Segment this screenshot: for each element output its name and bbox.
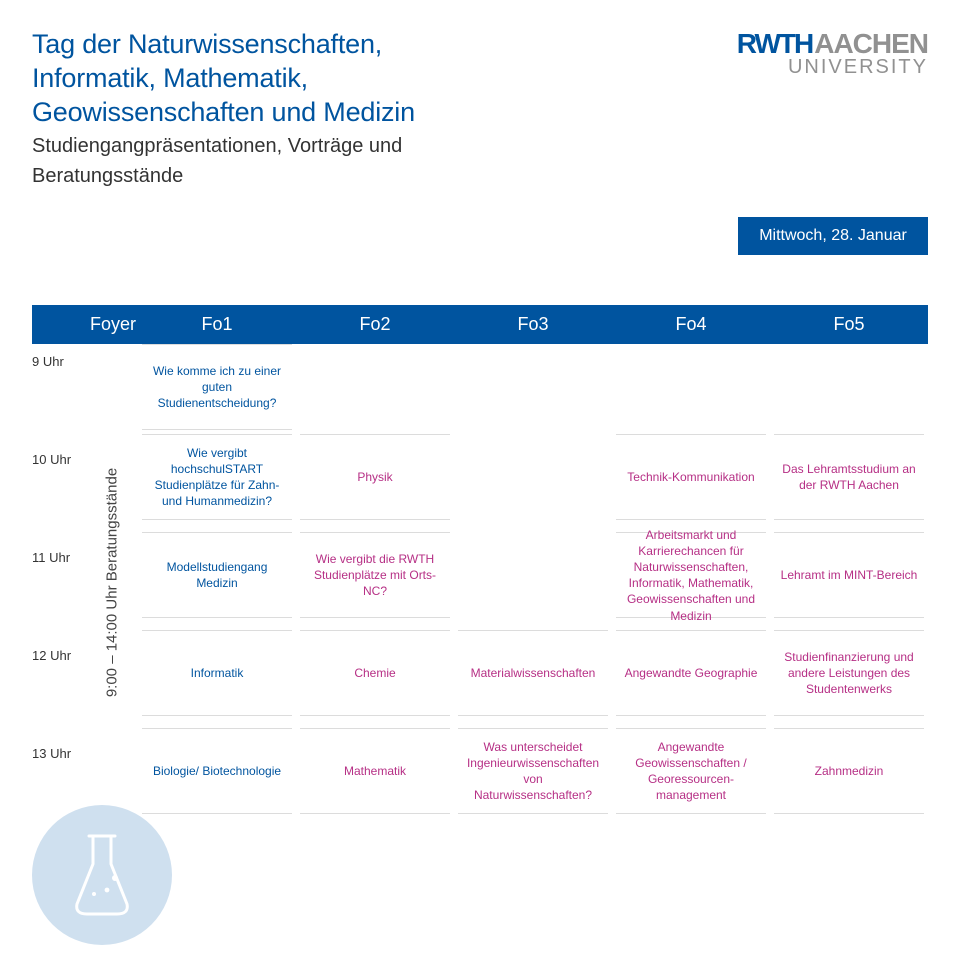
col-header-fo5: Fo5	[770, 305, 928, 344]
room-fo2: Physik Wie vergibt die RWTH Studienplätze…	[296, 344, 454, 824]
time-label: 11 Uhr	[32, 550, 70, 565]
room-fo5: Das Lehramtsstudium an der RWTH Aachen Le…	[770, 344, 928, 824]
col-header-spacer	[32, 305, 86, 344]
foyer-column: 9:00 – 14:00 Uhr Beratungsstände	[86, 344, 138, 824]
col-header-fo3: Fo3	[454, 305, 612, 344]
schedule-cell: Informatik	[142, 630, 292, 716]
schedule-cell: Physik	[300, 434, 450, 520]
schedule-cell: Das Lehramtsstudium an der RWTH Aachen	[774, 434, 924, 520]
schedule-cell: Studienfinanzierung und andere Leistunge…	[774, 630, 924, 716]
room-fo1: Wie komme ich zu einer guten Studienents…	[138, 344, 296, 824]
col-header-fo1: Fo1	[138, 305, 296, 344]
logo: RWTH AACHEN UNIVERSITY	[737, 28, 928, 79]
flask-icon	[67, 830, 137, 920]
time-label: 13 Uhr	[32, 746, 71, 761]
rooms: Wie komme ich zu einer guten Studienents…	[138, 344, 928, 824]
column-headers: Foyer Fo1 Fo2 Fo3 Fo4 Fo5	[32, 305, 928, 344]
subtitle-line-2: Beratungsstände	[32, 163, 415, 189]
time-label: 9 Uhr	[32, 354, 64, 369]
time-labels: 9 Uhr 10 Uhr 11 Uhr 12 Uhr 13 Uhr	[32, 344, 86, 824]
schedule-cell: Material­wissenschaften	[458, 630, 608, 716]
schedule-cell: Angewandte Geographie	[616, 630, 766, 716]
foyer-vertical-label: 9:00 – 14:00 Uhr Beratungsstände	[104, 468, 121, 697]
col-header-fo4: Fo4	[612, 305, 770, 344]
room-fo3: Material­wissenschaften Was unterscheidet…	[454, 344, 612, 824]
schedule-cell: Modellstudiengang Medizin	[142, 532, 292, 618]
title-line-1: Tag der Naturwissenschaften,	[32, 28, 415, 62]
schedule-cell: Lehramt im MINT-Bereich	[774, 532, 924, 618]
schedule-cell: Wie vergibt hochschulSTART Studienplätze…	[142, 434, 292, 520]
schedule-cell: Arbeitsmarkt und Karrierechancen für Nat…	[616, 532, 766, 618]
schedule-cell: Zahnmedizin	[774, 728, 924, 814]
schedule-cell: Wie vergibt die RWTH Studienplätze mit O…	[300, 532, 450, 618]
col-header-fo2: Fo2	[296, 305, 454, 344]
title-line-2: Informatik, Mathematik,	[32, 62, 415, 96]
header: Tag der Naturwissenschaften, Informatik,…	[32, 28, 928, 189]
schedule-cell: Mathematik	[300, 728, 450, 814]
schedule-cell: Chemie	[300, 630, 450, 716]
schedule-cell: Angewandte Geowissenschaften / Georessou…	[616, 728, 766, 814]
schedule-cell: Biologie/ Biotechnologie	[142, 728, 292, 814]
time-label: 10 Uhr	[32, 452, 71, 467]
room-fo4: Technik-Kommunikation Arbeitsmarkt und Ka…	[612, 344, 770, 824]
schedule: Foyer Fo1 Fo2 Fo3 Fo4 Fo5 9 Uhr 10 Uhr 11 …	[32, 305, 928, 824]
title-line-3: Geowissenschaften und Medizin	[32, 96, 415, 130]
schedule-cell: Wie komme ich zu einer guten Studienents…	[142, 344, 292, 430]
subtitle-line-1: Studiengangpräsentationen, Vorträge und	[32, 133, 415, 159]
col-header-foyer: Foyer	[86, 305, 138, 344]
schedule-grid: 9 Uhr 10 Uhr 11 Uhr 12 Uhr 13 Uhr 9:00 – 14:…	[32, 344, 928, 824]
flask-icon-circle	[32, 805, 172, 945]
schedule-cell: Was unterscheidet Ingenieurwissen­schaft…	[458, 728, 608, 814]
schedule-cell: Technik-Kommunikation	[616, 434, 766, 520]
date-badge: Mittwoch, 28. Januar	[738, 217, 928, 255]
title-block: Tag der Naturwissenschaften, Informatik,…	[32, 28, 415, 189]
time-label: 12 Uhr	[32, 648, 71, 663]
